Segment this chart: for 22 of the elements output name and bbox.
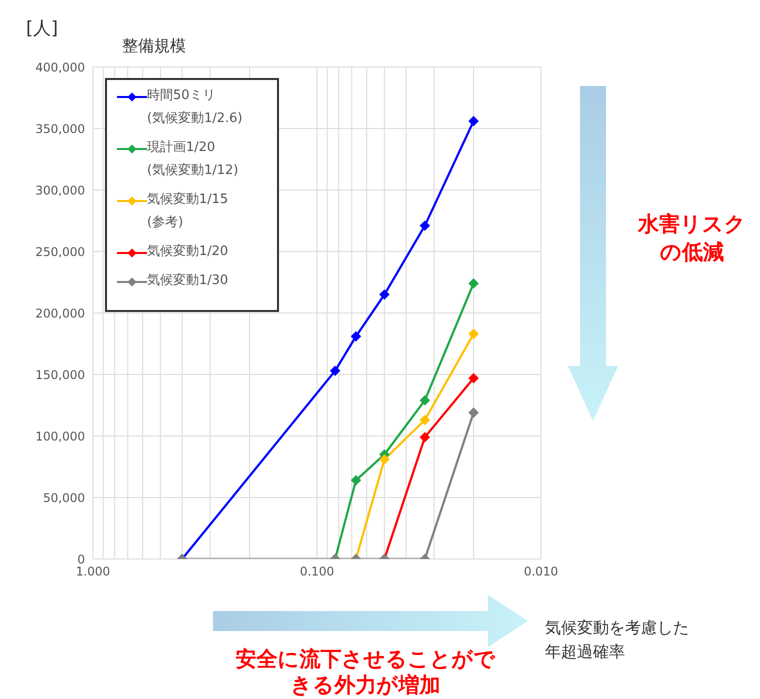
y-tick-label: 300,000: [35, 183, 85, 198]
legend-label: 時間50ミリ (気候変動1/2.6): [147, 87, 242, 128]
y-tick-label: 400,000: [35, 60, 85, 74]
y-tick-label: 250,000: [35, 244, 85, 259]
y-tick-label: 350,000: [35, 122, 85, 136]
y-axis-title: 整備規模: [122, 36, 186, 57]
y-tick-label: 100,000: [35, 429, 85, 444]
text: 安全に流下させることができる外力が増加: [234, 646, 496, 698]
x-tick-label: 0.010: [524, 564, 558, 579]
x-tick-label: 0.100: [300, 564, 334, 579]
y-tick-label: 0: [77, 552, 85, 566]
x-tick-label: 1.000: [76, 564, 110, 579]
legend-label: 気候変動1/15 (参考): [147, 191, 228, 232]
text: 水害リスクの低減: [636, 211, 747, 266]
legend-label: 現計画1/20 (気候変動1/12): [147, 139, 238, 180]
text: [人]: [26, 17, 58, 40]
y-tick-label: 50,000: [43, 490, 85, 505]
legend-label: 気候変動1/30: [147, 272, 228, 290]
y-tick-label: 200,000: [35, 306, 85, 320]
text: 気候変動を考慮した年超過確率: [545, 617, 690, 663]
y-tick-label: 150,000: [35, 368, 85, 382]
legend-label: 気候変動1/20: [147, 243, 228, 261]
